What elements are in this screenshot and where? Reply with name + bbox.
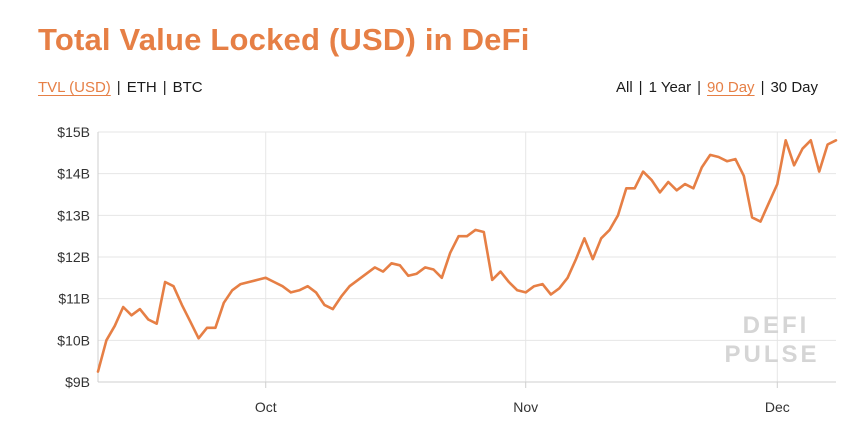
y-tick-label: $12B <box>57 249 90 265</box>
tab-all[interactable]: All <box>616 79 633 96</box>
x-tick-label: Oct <box>255 399 277 415</box>
watermark-line1: DEFI <box>743 312 810 339</box>
y-axis-ticks: $9B $10B $11B $12B $13B $14B $15B <box>57 124 90 390</box>
separator: | <box>162 79 167 96</box>
axes <box>97 132 836 383</box>
metric-toggle: TVL (USD) | ETH | BTC <box>38 79 203 96</box>
tab-tvl-usd[interactable]: TVL (USD) <box>38 79 111 96</box>
x-axis-ticks: Oct Nov Dec <box>255 382 790 415</box>
tab-30-day[interactable]: 30 Day <box>770 79 818 96</box>
separator: | <box>638 79 643 96</box>
x-tick-label: Nov <box>513 399 538 415</box>
range-toggle: All | 1 Year | 90 Day | 30 Day <box>616 79 818 96</box>
tab-btc[interactable]: BTC <box>172 79 203 96</box>
y-tick-label: $9B <box>65 374 90 390</box>
separator: | <box>697 79 702 96</box>
y-tick-label: $11B <box>58 291 90 307</box>
tab-1-year[interactable]: 1 Year <box>648 79 692 96</box>
page-title: Total Value Locked (USD) in DeFi <box>38 22 530 57</box>
y-tick-label: $14B <box>57 166 90 182</box>
watermark: DEFI PULSE <box>724 312 819 368</box>
watermark-line2: PULSE <box>724 341 819 368</box>
y-tick-label: $13B <box>57 207 90 223</box>
tab-90-day[interactable]: 90 Day <box>707 79 755 96</box>
separator: | <box>760 79 765 96</box>
separator: | <box>116 79 121 96</box>
y-tick-label: $15B <box>57 124 90 140</box>
series <box>96 139 838 373</box>
tab-eth[interactable]: ETH <box>126 79 157 96</box>
series-line-tvl[interactable] <box>96 139 838 373</box>
y-tick-label: $10B <box>57 332 90 348</box>
x-tick-label: Dec <box>765 399 790 415</box>
